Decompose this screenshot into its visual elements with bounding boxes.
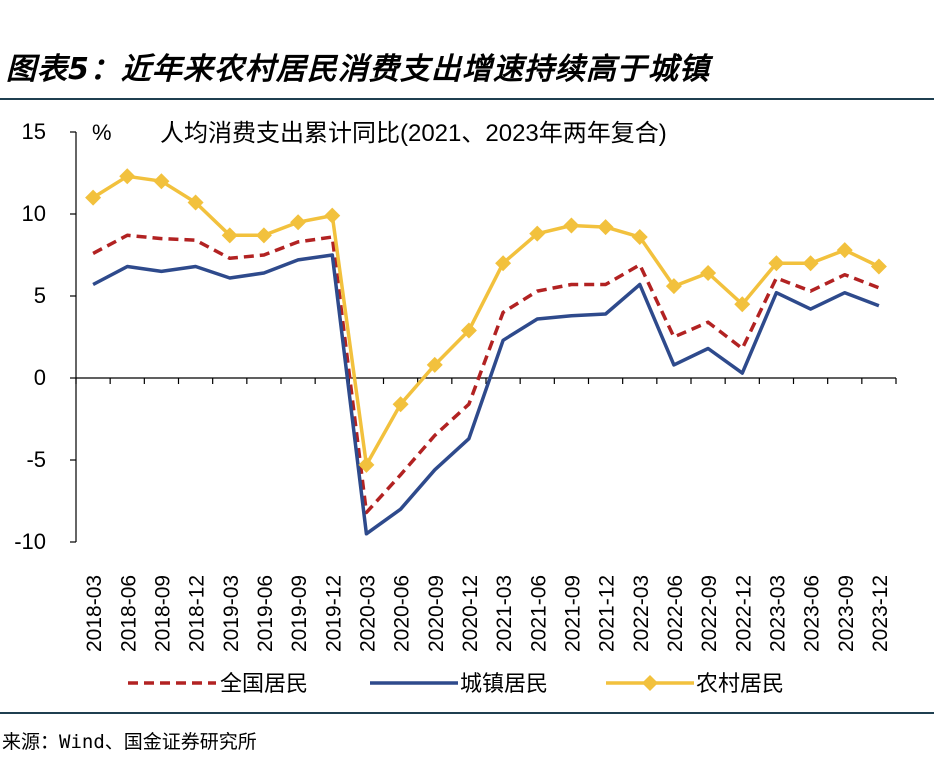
x-tick-label: 2020-09	[425, 575, 448, 652]
x-tick-label: 2020-06	[391, 575, 414, 652]
chart-series	[85, 168, 887, 536]
data-point-marker	[392, 396, 409, 413]
footer-divider	[0, 712, 934, 714]
y-tick-label: 15	[22, 119, 46, 144]
data-point-marker	[187, 194, 204, 211]
x-tick-label: 2022-06	[664, 575, 687, 652]
line-chart: -10 -5 0 5 10 15 2018-03 2018-06 2018-09 2018-12 2…	[14, 119, 897, 696]
chart-title: 人均消费支出累计同比(2021、2023年两年复合)	[160, 120, 667, 147]
x-tick-label: 2023-06	[801, 575, 824, 652]
x-tick-label: 2019-09	[288, 575, 311, 652]
legend-item: 农村居民	[606, 671, 784, 696]
figure-title: 图表5：近年来农村居民消费支出增速持续高于城镇	[6, 52, 710, 87]
x-tick-label: 2019-12	[322, 575, 345, 652]
x-tick-label: 2021-12	[596, 575, 619, 652]
x-tick-label: 2022-09	[698, 575, 721, 652]
y-axis-unit: %	[92, 120, 112, 145]
legend-label: 农村居民	[696, 671, 784, 696]
source-note: 来源：Wind、国金证券研究所	[2, 731, 257, 753]
data-point-marker	[802, 255, 819, 272]
legend-item: 全国居民	[128, 671, 308, 696]
series-3	[85, 168, 887, 473]
data-point-marker	[870, 258, 887, 275]
data-point-marker	[358, 456, 375, 473]
x-tick-label: 2021-03	[493, 575, 516, 652]
chart-axes: -10 -5 0 5 10 15 2018-03 2018-06 2018-09 2018-12 2…	[14, 119, 897, 652]
x-tick-label: 2019-03	[220, 575, 243, 652]
x-tick-label: 2018-09	[151, 575, 174, 652]
data-point-marker	[290, 214, 307, 231]
series-line	[92, 174, 880, 467]
x-tick-label: 2018-12	[186, 575, 209, 652]
data-point-marker	[700, 265, 717, 282]
data-point-marker	[153, 173, 170, 190]
x-tick-label: 2021-09	[561, 575, 584, 652]
chart-legend: 全国居民 城镇居民 农村居民	[128, 671, 784, 696]
x-tick-label: 2020-03	[356, 575, 379, 652]
x-tick-label: 2022-03	[630, 575, 653, 652]
x-tick-label: 2023-09	[835, 575, 858, 652]
x-tick-label: 2023-12	[869, 575, 892, 652]
y-tick-label: -10	[14, 529, 46, 554]
data-point-marker	[255, 227, 272, 244]
figure-header: 图表5：近年来农村居民消费支出增速持续高于城镇	[0, 0, 934, 100]
series-line	[92, 233, 880, 515]
x-tick-label: 2021-06	[527, 575, 550, 652]
data-point-marker	[460, 322, 477, 339]
data-point-marker	[529, 225, 546, 242]
data-point-marker	[495, 255, 512, 272]
x-tick-label: 2022-12	[732, 575, 755, 652]
y-tick-label: -5	[26, 447, 46, 472]
legend-label: 城镇居民	[460, 671, 548, 696]
x-tick-label: 2023-03	[766, 575, 789, 652]
data-point-marker	[85, 189, 102, 206]
series-1	[92, 233, 880, 515]
data-point-marker	[665, 278, 682, 295]
legend-item: 城镇居民	[370, 671, 548, 696]
legend-label: 全国居民	[220, 671, 308, 696]
data-point-marker	[221, 227, 238, 244]
data-point-marker	[734, 296, 751, 313]
data-point-marker	[119, 168, 136, 185]
series-line	[92, 253, 880, 536]
title-divider	[0, 98, 934, 100]
x-tick-label: 2018-03	[83, 575, 106, 652]
x-tick-label: 2018-06	[117, 575, 140, 652]
data-point-marker	[768, 255, 785, 272]
y-tick-label: 0	[34, 365, 46, 390]
x-tick-label: 2019-06	[254, 575, 277, 652]
data-point-marker	[631, 228, 648, 245]
data-point-marker	[597, 219, 614, 236]
series-2	[92, 253, 880, 536]
legend-marker	[642, 675, 658, 691]
data-point-marker	[324, 207, 341, 224]
data-point-marker	[836, 242, 853, 259]
data-point-marker	[563, 217, 580, 234]
data-point-marker	[426, 356, 443, 373]
x-tick-label: 2020-12	[459, 575, 482, 652]
y-tick-label: 5	[34, 283, 46, 308]
y-tick-label: 10	[22, 201, 46, 226]
